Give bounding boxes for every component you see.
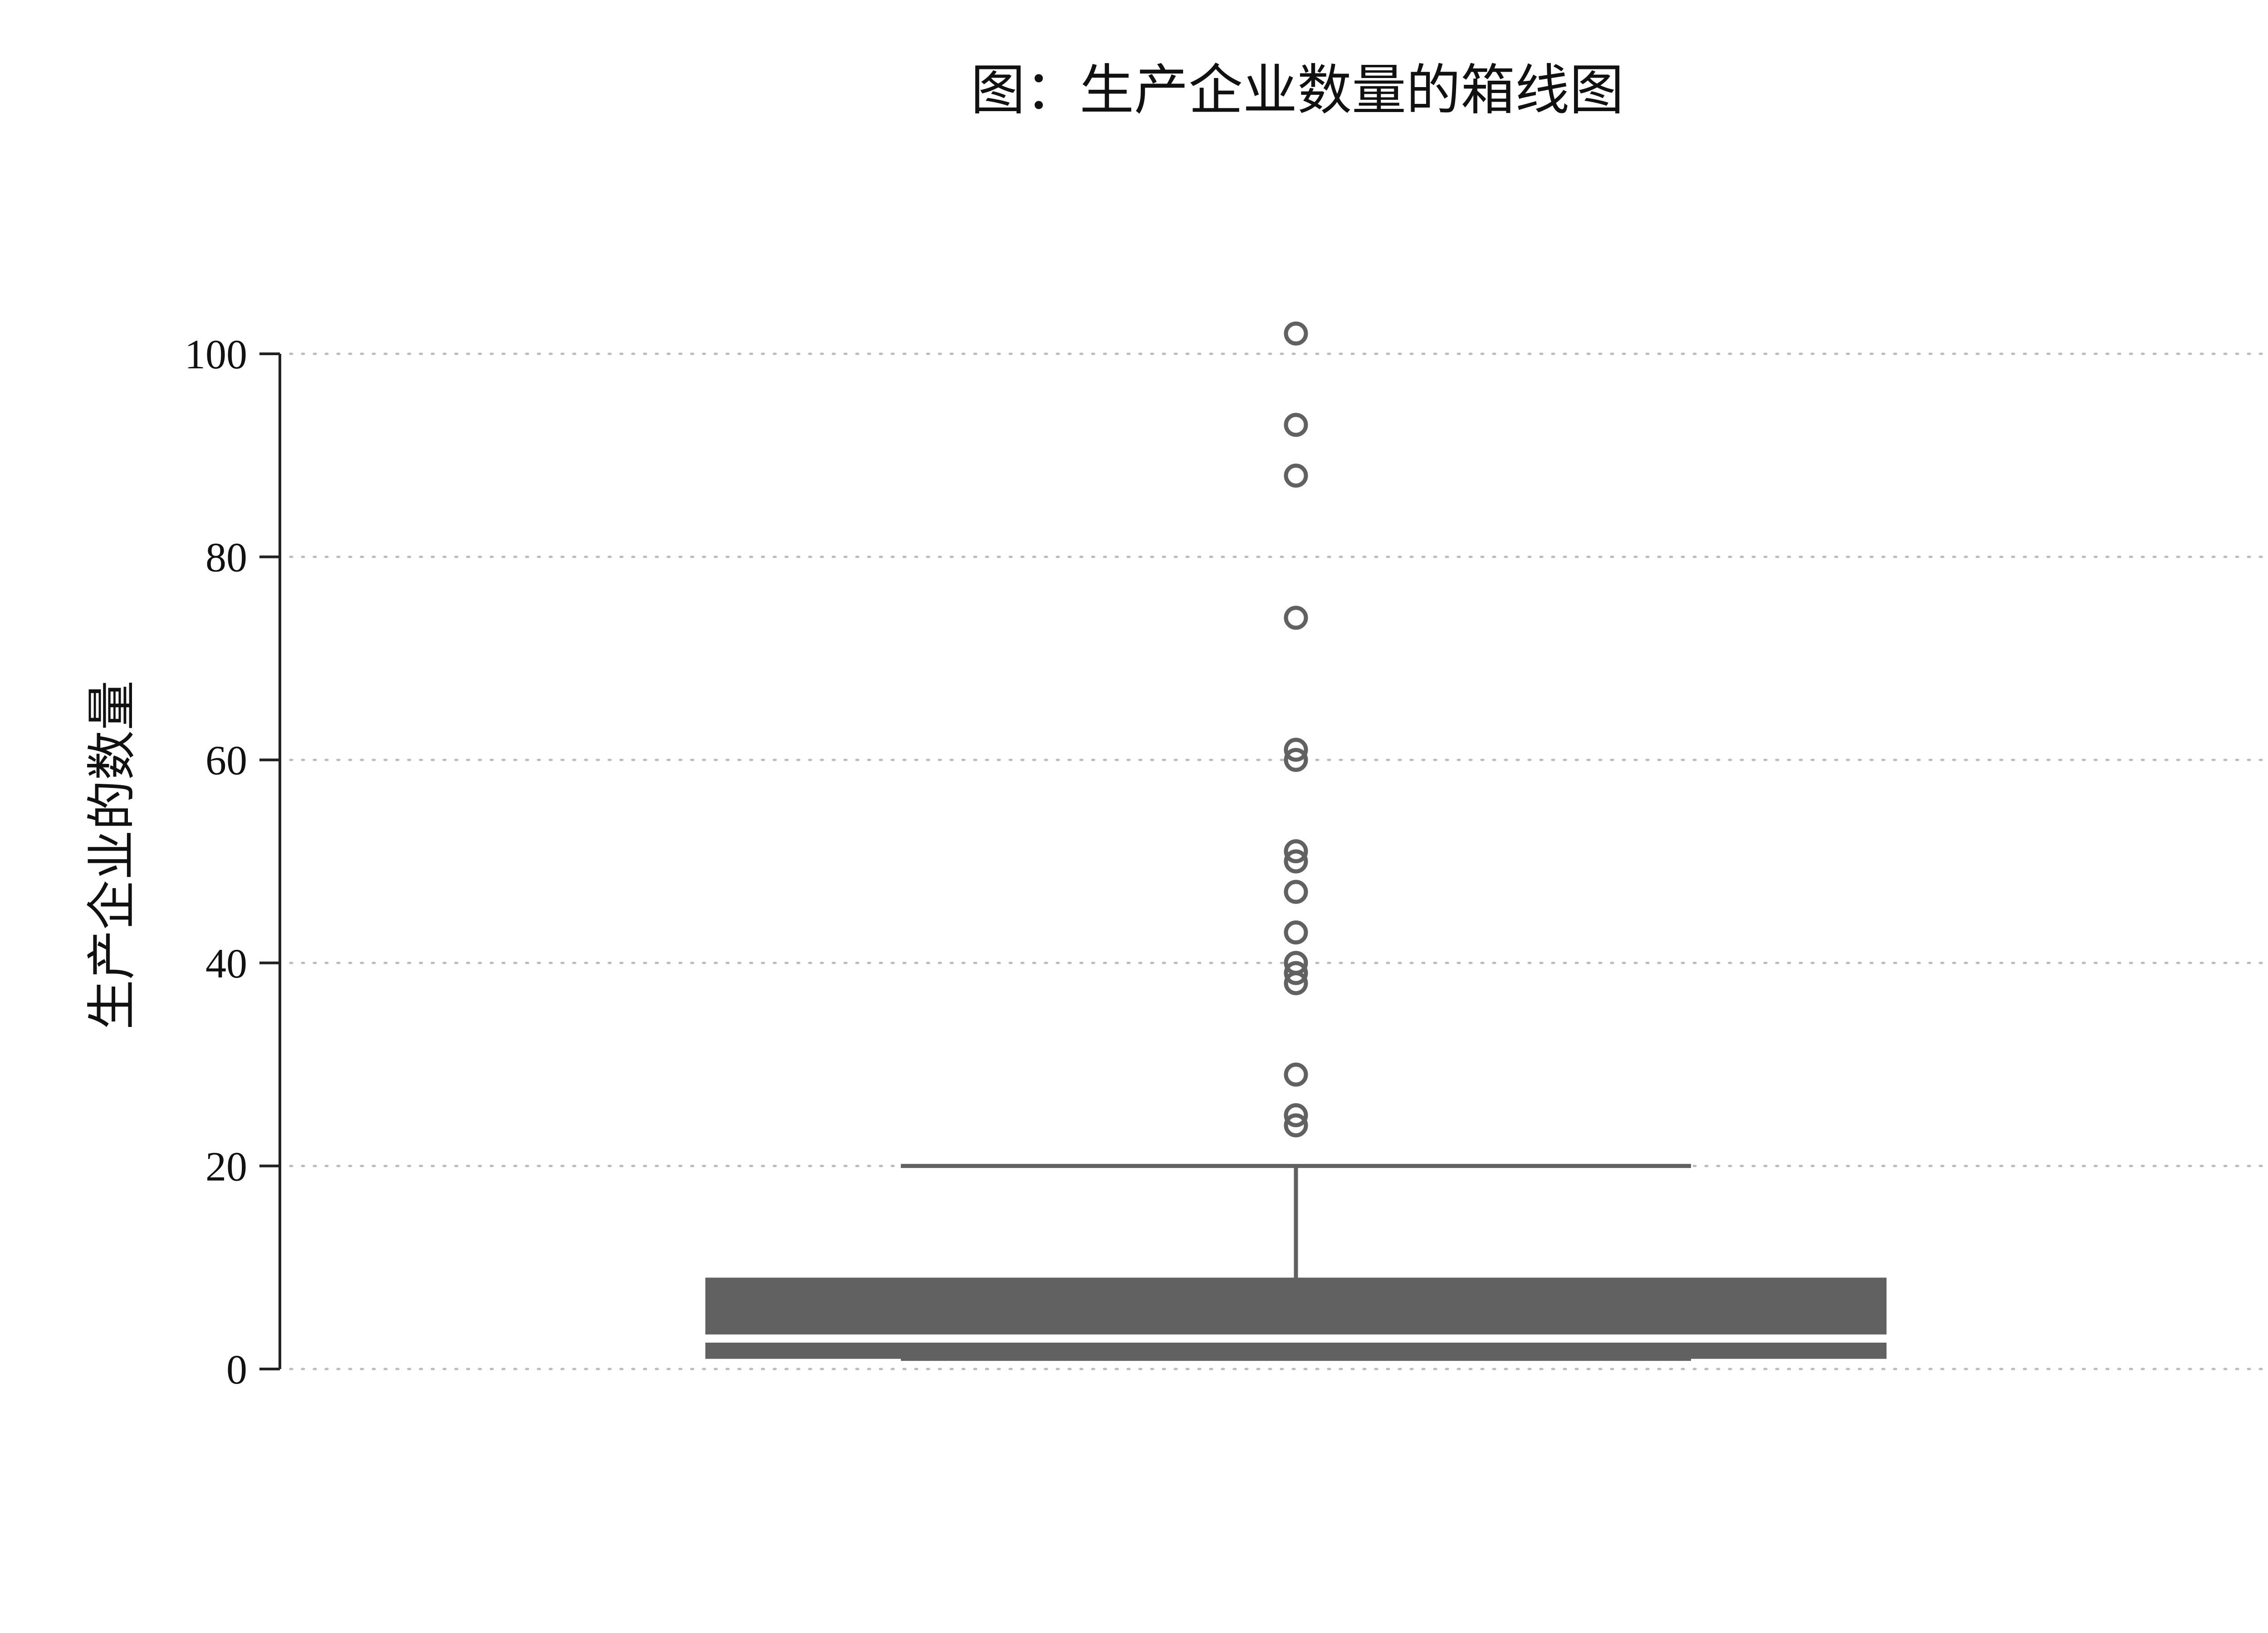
y-tick-label: 20 <box>205 1143 247 1189</box>
outlier-point <box>1284 880 1308 904</box>
outlier-point <box>1284 1103 1308 1127</box>
box-plot <box>705 321 1887 1361</box>
outlier-point <box>1284 951 1308 975</box>
chart-title: 图：生产企业数量的箱线图 <box>971 59 1624 122</box>
y-axis-label: 生产企业的数量 <box>85 680 140 1030</box>
y-axis-ticks: 0 20 40 60 80 100 <box>185 331 280 1393</box>
outlier-point <box>1284 748 1308 772</box>
outlier-point <box>1284 920 1308 945</box>
grid-lines <box>289 352 2268 1370</box>
outlier-point <box>1284 839 1308 864</box>
y-tick-label: 40 <box>205 940 247 987</box>
outlier-point <box>1284 1062 1308 1087</box>
outlier-point <box>1284 849 1308 874</box>
outlier-point <box>1284 1113 1308 1138</box>
outlier-point <box>1284 464 1308 488</box>
iqr-box <box>705 1277 1887 1359</box>
y-tick-label: 60 <box>205 737 247 783</box>
y-tick-label: 80 <box>205 534 247 581</box>
y-tick-label: 100 <box>185 331 247 377</box>
outlier-point <box>1284 413 1308 437</box>
y-tick-label: 0 <box>226 1346 247 1393</box>
outlier-point <box>1284 961 1308 985</box>
outlier-point <box>1284 606 1308 630</box>
outlier-point <box>1284 738 1308 762</box>
outlier-point <box>1284 321 1308 346</box>
